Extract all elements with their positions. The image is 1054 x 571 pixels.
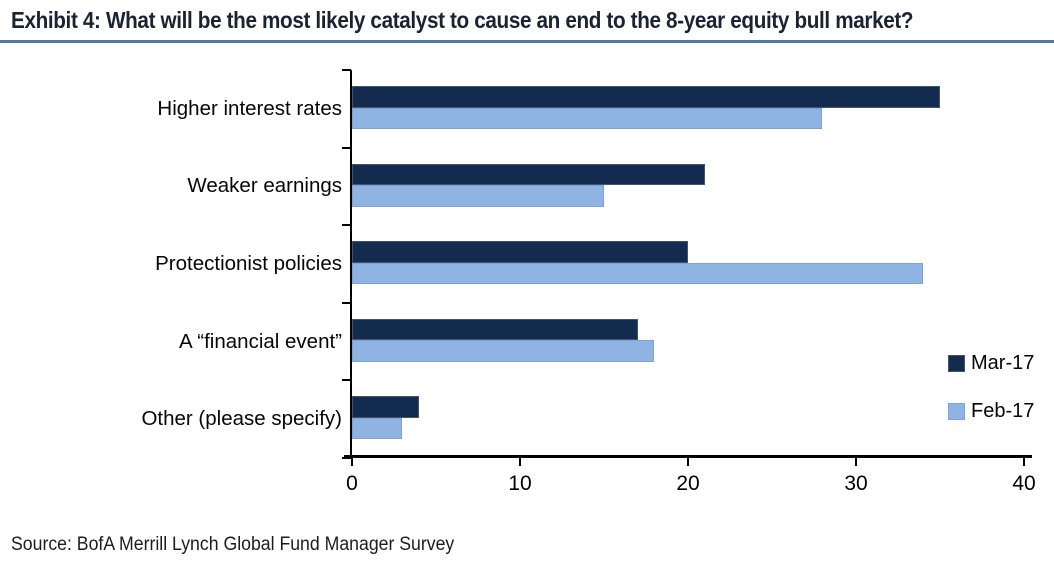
bar-feb17 (352, 185, 604, 207)
x-tick-label: 0 (346, 472, 358, 495)
x-tick (519, 458, 521, 466)
legend-label: Mar-17 (971, 352, 1035, 374)
legend-label: Feb-17 (971, 400, 1035, 422)
category-label: Higher interest rates (157, 96, 342, 120)
x-tick (1023, 458, 1025, 466)
exhibit-title: Exhibit 4: What will be the most likely … (11, 7, 914, 33)
x-tick (351, 458, 353, 466)
y-axis-line (350, 70, 352, 458)
x-tick-label: 10 (508, 472, 532, 495)
y-tick (342, 146, 351, 149)
source-text: Source: BofA Merrill Lynch Global Fund M… (11, 534, 455, 555)
bar-feb17 (352, 340, 655, 362)
title-underline (0, 40, 1054, 43)
bar-feb17 (352, 417, 403, 440)
bar-mar17 (352, 241, 688, 263)
category-label: Other (please specify) (141, 407, 342, 431)
x-tick (687, 458, 689, 466)
bar-feb17 (352, 107, 823, 129)
legend-swatch-icon (948, 355, 965, 372)
bar-mar17 (352, 396, 420, 418)
y-tick (342, 301, 351, 304)
category-label: Weaker earnings (187, 174, 342, 198)
x-tick-label: 20 (676, 472, 700, 495)
bar-mar17 (352, 318, 638, 341)
bar-feb17 (352, 262, 924, 285)
category-label: Protectionist policies (155, 252, 342, 275)
x-tick (855, 458, 857, 466)
y-tick (342, 224, 351, 227)
y-tick (342, 379, 351, 382)
y-tick (342, 69, 351, 71)
bar-mar17 (352, 163, 705, 186)
bar-mar17 (352, 86, 940, 108)
y-tick (342, 457, 351, 459)
category-label: A “financial event” (179, 329, 342, 353)
x-tick-label: 30 (844, 472, 868, 495)
x-axis-line (344, 455, 1032, 458)
legend-swatch-icon (948, 403, 965, 420)
x-tick-label: 40 (1012, 472, 1036, 495)
